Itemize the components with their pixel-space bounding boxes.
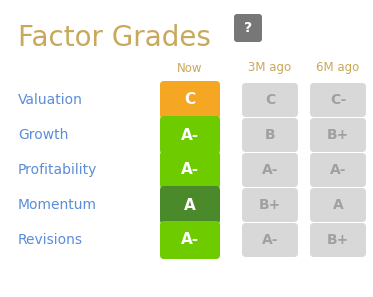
Text: Factor Grades: Factor Grades bbox=[18, 24, 211, 52]
Text: Revisions: Revisions bbox=[18, 233, 83, 247]
FancyBboxPatch shape bbox=[160, 221, 220, 259]
Text: A: A bbox=[333, 198, 344, 212]
Text: C-: C- bbox=[330, 93, 346, 107]
Text: A: A bbox=[184, 198, 196, 212]
Text: Momentum: Momentum bbox=[18, 198, 97, 212]
Text: B: B bbox=[265, 128, 275, 142]
Text: Profitability: Profitability bbox=[18, 163, 97, 177]
Text: A-: A- bbox=[262, 163, 278, 177]
FancyBboxPatch shape bbox=[160, 186, 220, 224]
FancyBboxPatch shape bbox=[242, 153, 298, 187]
FancyBboxPatch shape bbox=[234, 14, 262, 42]
Text: B+: B+ bbox=[259, 198, 281, 212]
FancyBboxPatch shape bbox=[160, 116, 220, 154]
Text: A-: A- bbox=[330, 163, 346, 177]
Text: 6M ago: 6M ago bbox=[316, 61, 360, 75]
FancyBboxPatch shape bbox=[242, 188, 298, 222]
FancyBboxPatch shape bbox=[310, 223, 366, 257]
FancyBboxPatch shape bbox=[160, 151, 220, 189]
Text: A-: A- bbox=[181, 127, 199, 143]
Text: B+: B+ bbox=[327, 233, 349, 247]
Text: C: C bbox=[265, 93, 275, 107]
FancyBboxPatch shape bbox=[242, 118, 298, 152]
Text: A-: A- bbox=[181, 162, 199, 178]
FancyBboxPatch shape bbox=[242, 83, 298, 117]
Text: C: C bbox=[184, 92, 195, 108]
FancyBboxPatch shape bbox=[160, 81, 220, 119]
Text: A-: A- bbox=[181, 233, 199, 247]
FancyBboxPatch shape bbox=[310, 118, 366, 152]
FancyBboxPatch shape bbox=[310, 83, 366, 117]
Text: 3M ago: 3M ago bbox=[248, 61, 292, 75]
Text: ?: ? bbox=[244, 21, 252, 35]
Text: Now: Now bbox=[177, 61, 203, 75]
Text: Valuation: Valuation bbox=[18, 93, 83, 107]
FancyBboxPatch shape bbox=[310, 153, 366, 187]
Text: A-: A- bbox=[262, 233, 278, 247]
FancyBboxPatch shape bbox=[242, 223, 298, 257]
Text: B+: B+ bbox=[327, 128, 349, 142]
Text: Growth: Growth bbox=[18, 128, 68, 142]
FancyBboxPatch shape bbox=[310, 188, 366, 222]
